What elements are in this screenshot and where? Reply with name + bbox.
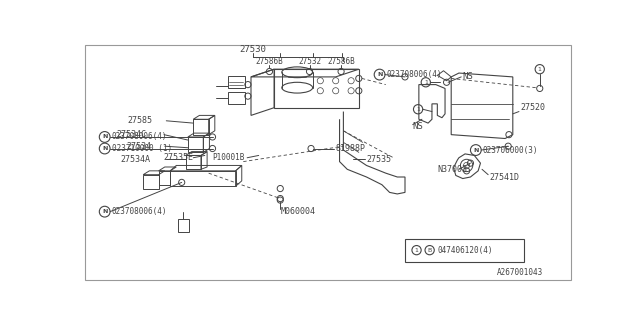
Text: 047406120(4): 047406120(4): [437, 246, 493, 255]
Text: B: B: [428, 248, 432, 253]
Text: 27586B: 27586B: [327, 57, 355, 66]
Text: 023708006(4): 023708006(4): [387, 70, 442, 79]
Text: N: N: [102, 146, 108, 151]
Text: 27535: 27535: [367, 155, 392, 164]
Text: 27541D: 27541D: [490, 172, 520, 181]
Text: 1: 1: [416, 107, 420, 112]
Text: N: N: [377, 72, 382, 77]
Text: 023706000(3): 023706000(3): [483, 146, 538, 155]
Text: 27534: 27534: [126, 142, 151, 151]
Text: N: N: [473, 148, 479, 153]
Text: 023708006(4): 023708006(4): [111, 132, 167, 141]
Text: 27530: 27530: [239, 45, 266, 54]
Text: 1: 1: [415, 248, 419, 253]
Text: N: N: [102, 209, 108, 214]
Bar: [405, 239, 524, 262]
Text: 27535E: 27535E: [163, 153, 193, 162]
Text: A267001043: A267001043: [497, 268, 543, 277]
Bar: [178, 219, 189, 232]
Text: M060004: M060004: [280, 207, 316, 216]
Text: 27534A: 27534A: [120, 155, 150, 164]
Text: 023710000 (1): 023710000 (1): [111, 144, 172, 153]
Text: 27586B: 27586B: [255, 57, 284, 66]
Text: 27520: 27520: [520, 103, 545, 112]
Text: 27585: 27585: [128, 116, 153, 125]
Text: 1: 1: [538, 67, 541, 72]
Bar: [228, 92, 245, 104]
Text: 27534C: 27534C: [116, 130, 147, 139]
Text: N37003: N37003: [437, 165, 467, 174]
Text: NS: NS: [413, 123, 424, 132]
Text: 27532: 27532: [298, 57, 321, 66]
Text: 1: 1: [424, 80, 428, 85]
Bar: [228, 76, 245, 88]
Text: 023708006(4): 023708006(4): [111, 207, 167, 216]
Text: NS: NS: [463, 72, 474, 81]
Text: N: N: [102, 134, 108, 140]
Text: 81988P: 81988P: [336, 144, 365, 153]
Text: P10001B: P10001B: [212, 153, 245, 162]
